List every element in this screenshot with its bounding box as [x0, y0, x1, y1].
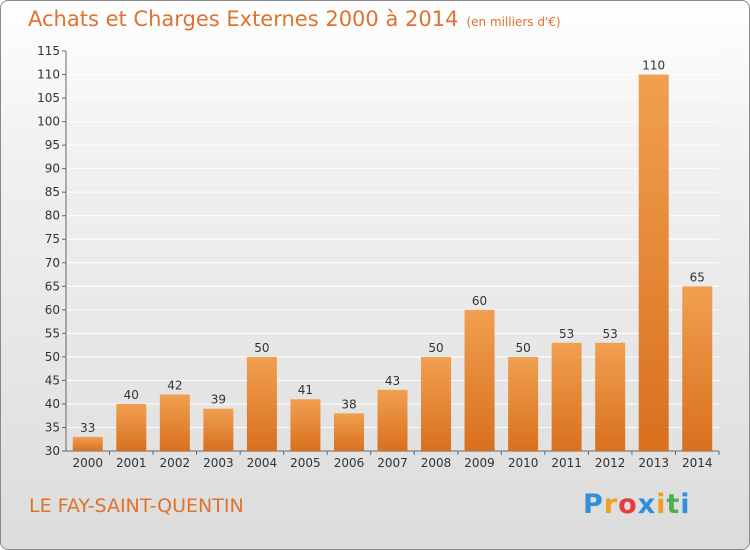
brand-letter: P: [583, 489, 604, 520]
brand-letter: i: [680, 489, 691, 520]
bar: [333, 413, 364, 451]
x-tick-label: 2006: [334, 456, 365, 470]
x-tick-label: 2013: [638, 456, 669, 470]
x-tick-label: 2003: [203, 456, 234, 470]
y-tick-label: 80: [45, 209, 60, 223]
bar: [508, 356, 539, 451]
y-tick-label: 30: [45, 444, 60, 458]
x-tick-label: 2005: [290, 456, 321, 470]
data-label: 38: [341, 397, 356, 411]
data-label: 50: [428, 341, 443, 355]
data-label: 50: [254, 341, 269, 355]
y-tick-label: 70: [45, 256, 60, 270]
bar: [377, 389, 408, 451]
bars: [72, 74, 713, 451]
x-tick-label: 2002: [160, 456, 191, 470]
y-tick-label: 55: [45, 326, 60, 340]
bar: [72, 436, 103, 451]
y-tick-label: 90: [45, 162, 60, 176]
data-label: 33: [80, 421, 95, 435]
data-label: 53: [559, 327, 574, 341]
y-tick-label: 35: [45, 420, 60, 434]
y-tick-label: 40: [45, 397, 60, 411]
bar: [638, 74, 669, 451]
y-tick-label: 45: [45, 373, 60, 387]
bar: [246, 356, 277, 451]
bar: [159, 394, 190, 451]
x-tick-label: 2000: [72, 456, 103, 470]
y-tick-label: 95: [45, 138, 60, 152]
bar: [464, 309, 495, 451]
y-tick-label: 105: [37, 91, 60, 105]
x-tick-label: 2012: [595, 456, 626, 470]
x-tick-label: 2014: [682, 456, 713, 470]
bar: [682, 286, 713, 451]
x-tick-label: 2004: [247, 456, 278, 470]
brand-letter: t: [666, 489, 681, 520]
data-label: 41: [298, 383, 313, 397]
bar: [290, 399, 321, 451]
data-label: 50: [515, 341, 530, 355]
y-tick-label: 85: [45, 185, 60, 199]
brand-letter: i: [656, 489, 667, 520]
y-tick-label: 75: [45, 232, 60, 246]
bar: [551, 342, 582, 451]
data-label: 42: [167, 379, 182, 393]
data-label: 40: [124, 388, 139, 402]
data-label: 43: [385, 374, 400, 388]
brand-logo: Proxiti: [583, 489, 691, 520]
x-tick-label: 2001: [116, 456, 147, 470]
y-tick-label: 65: [45, 279, 60, 293]
x-tick-label: 2011: [551, 456, 582, 470]
x-tick-label: 2007: [377, 456, 408, 470]
tick-labels: 30 35 40 45 50 55 60 65 70 75 80 85 90 95 100 105 110 115…: [37, 44, 712, 470]
data-label: 39: [211, 393, 226, 407]
brand-letter: x: [637, 489, 657, 520]
unit-label: (en milliers d'€): [466, 15, 561, 29]
data-label: 65: [690, 270, 705, 284]
bar: [203, 408, 234, 451]
y-tick-label: 100: [37, 115, 60, 129]
bar: [421, 356, 452, 451]
bar: [595, 342, 626, 451]
y-tick-label: 110: [37, 68, 60, 82]
x-tick-label: 2008: [421, 456, 452, 470]
data-label: 110: [642, 59, 665, 73]
chart-title: Achats et Charges Externes 2000 à 2014 (e…: [28, 7, 561, 31]
y-tick-label: 60: [45, 303, 60, 317]
y-tick-label: 115: [37, 44, 60, 58]
data-label: 53: [603, 327, 618, 341]
y-tick-label: 50: [45, 350, 60, 364]
brand-letter: r: [603, 489, 619, 520]
x-tick-label: 2009: [464, 456, 495, 470]
city-name: LE FAY-SAINT-QUENTIN: [29, 495, 244, 517]
title-text: Achats et Charges Externes 2000 à 2014: [28, 7, 459, 31]
x-tick-label: 2010: [508, 456, 539, 470]
data-label: 60: [472, 294, 487, 308]
bar: [116, 403, 147, 451]
brand-letter: o: [618, 489, 638, 520]
